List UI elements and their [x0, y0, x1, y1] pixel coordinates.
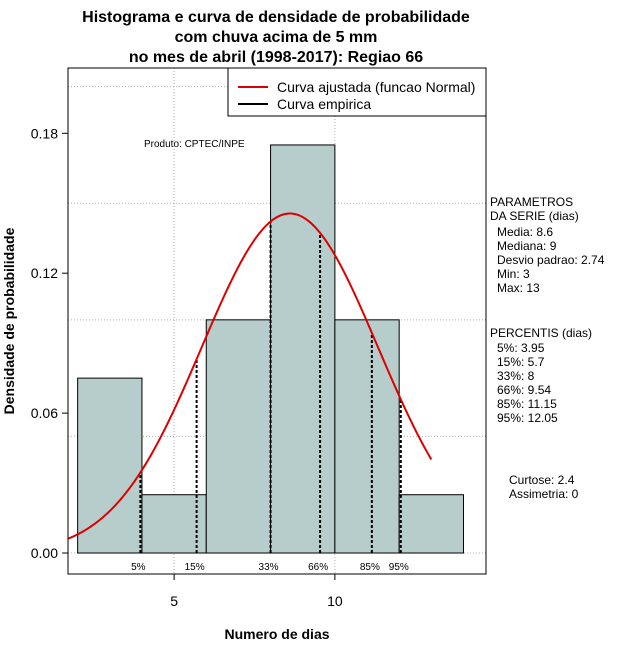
- legend: Curva ajustada (funcao Normal)Curva empi…: [227, 67, 487, 117]
- axes: 0.00 0.06 0.12 0.18 5 10 Numero de dias Densida…: [1, 125, 343, 642]
- y-tick-label: 0.06: [31, 405, 58, 421]
- stat-item: Curtose: 2.4: [509, 473, 575, 487]
- annotations: Produto: CPTEC/INPE: [144, 139, 245, 150]
- y-axis-label: Densidade de probabilidade: [1, 227, 17, 414]
- parametros-heading: PARAMETROS: [490, 195, 573, 209]
- parametro-item: Max: 13: [497, 281, 540, 295]
- percentile-label-15: 15%: [185, 562, 205, 573]
- parametro-item: Mediana: 9: [497, 239, 557, 253]
- legend-label-1: Curva ajustada (funcao Normal): [277, 79, 475, 95]
- percentile-label-95: 95%: [389, 562, 409, 573]
- percentile-label-33: 33%: [259, 562, 279, 573]
- histogram-bar-3: [205, 319, 272, 554]
- title-line-1: Histograma e curva de densidade de proba…: [82, 9, 470, 26]
- percentil-item: 66%: 9.54: [497, 383, 551, 397]
- histogram-bars: [77, 144, 464, 554]
- histogram-bar-1: [77, 377, 143, 554]
- histogram-bar-6: [398, 494, 464, 554]
- histogram-bar-4: [270, 144, 336, 554]
- y-tick-label: 0.12: [31, 265, 58, 281]
- percentile-label-66: 66%: [308, 562, 328, 573]
- y-tick-label: 0.00: [31, 545, 58, 561]
- parametro-item: Media: 8.6: [497, 225, 553, 239]
- normal-curve-line: [67, 212, 433, 540]
- percentile-label-5: 5%: [131, 562, 146, 573]
- percentil-item: 15%: 5.7: [497, 355, 545, 369]
- percentis-heading: PERCENTIS (dias): [490, 326, 592, 340]
- percentil-item: 85%: 11.15: [497, 397, 557, 411]
- legend-box: [227, 67, 487, 117]
- y-tick-label: 0.18: [31, 125, 58, 141]
- percentile-lines: 5% 15% 33% 66% 85% 95%: [131, 221, 409, 573]
- title-line-2: com chuva acima de 5 mm: [175, 29, 378, 46]
- percentil-item: 33%: 8: [497, 369, 535, 383]
- chart-title: Histograma e curva de densidade de proba…: [82, 9, 470, 66]
- x-axis-label: Numero de dias: [224, 626, 329, 642]
- normal-curve: [67, 212, 433, 540]
- histogram-bar-5: [334, 319, 400, 554]
- title-line-3: no mes de abril (1998-2017): Regiao 66: [129, 49, 423, 66]
- parametro-item: Desvio padrao: 2.74: [497, 253, 605, 267]
- percentil-item: 95%: 12.05: [497, 411, 558, 425]
- histogram-bar-2: [141, 494, 207, 554]
- x-tick-label: 10: [327, 593, 343, 609]
- percentil-item: 5%: 3.95: [497, 341, 545, 355]
- product-annotation: Produto: CPTEC/INPE: [144, 139, 245, 150]
- x-tick-label: 5: [170, 593, 178, 609]
- percentile-label-85: 85%: [360, 562, 380, 573]
- stat-item: Assimetria: 0: [509, 487, 579, 501]
- legend-label-2: Curva empirica: [277, 96, 371, 112]
- parametro-item: Min: 3: [497, 267, 530, 281]
- parametros-heading: DA SERIE (dias): [490, 209, 579, 223]
